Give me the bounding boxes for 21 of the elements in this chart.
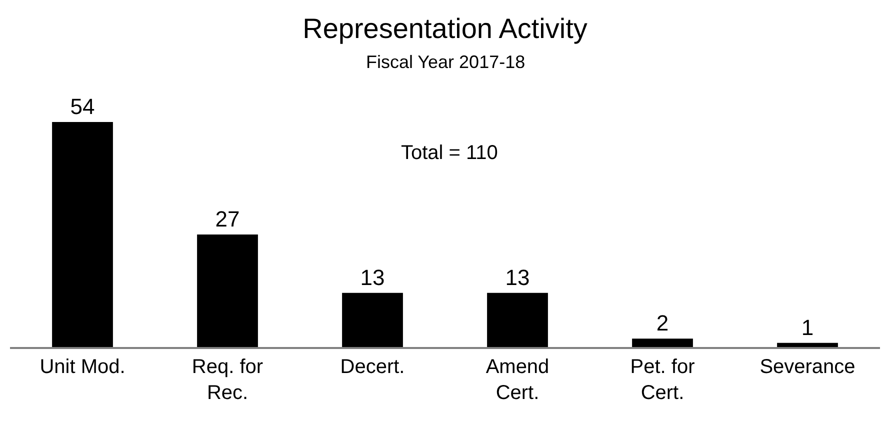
x-tick-label: Req. for Rec.: [192, 356, 264, 404]
chart-subtitle: Fiscal Year 2017-18: [366, 52, 526, 72]
bar: [197, 234, 258, 347]
x-tick-label: Amend Cert.: [486, 356, 550, 404]
x-tick-label: Unit Mod.: [40, 356, 126, 378]
bar: [777, 342, 838, 347]
data-label: 27: [215, 206, 240, 232]
data-label: 13: [505, 264, 530, 290]
data-label: 2: [656, 310, 669, 336]
x-tick-label: Severance: [760, 356, 856, 378]
bar: [342, 292, 403, 347]
bar: [487, 292, 548, 347]
data-label: 54: [70, 94, 95, 119]
annotation: Total = 110: [401, 142, 498, 164]
x-tick-label: Decert.: [340, 356, 405, 378]
data-label: 1: [801, 314, 814, 340]
data-label: 13: [360, 264, 385, 290]
bar: [632, 338, 693, 347]
chart-title: Representation Activity: [302, 12, 588, 44]
x-tick-label: Pet. for Cert.: [630, 356, 696, 404]
bar: [52, 122, 113, 347]
